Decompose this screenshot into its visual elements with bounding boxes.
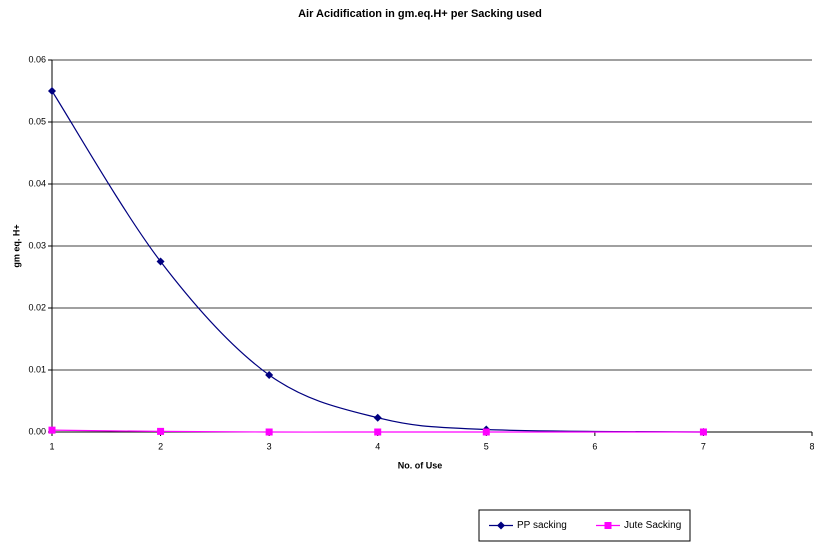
y-tick-label: 0.00 [28, 426, 46, 436]
legend-box [478, 509, 691, 542]
x-tick-label: 4 [375, 441, 380, 451]
marker [265, 428, 273, 436]
marker [699, 428, 707, 436]
y-tick-label: 0.01 [28, 364, 46, 374]
marker [482, 428, 490, 436]
x-tick-label: 6 [592, 441, 597, 451]
y-tick-label: 0.02 [28, 302, 46, 312]
marker [374, 428, 382, 436]
marker [497, 521, 505, 530]
marker [157, 427, 165, 435]
y-tick-label: 0.03 [28, 240, 46, 250]
legend: PP sacking Jute Sacking [478, 509, 691, 542]
y-tick-label: 0.05 [28, 116, 46, 126]
legend-label: PP sacking [517, 520, 567, 531]
x-tick-label: 1 [49, 441, 54, 451]
x-tick-label: 8 [809, 441, 814, 451]
x-tick-label: 3 [267, 441, 272, 451]
series-line [51, 90, 704, 433]
y-tick-label: 0.04 [28, 178, 46, 188]
marker [373, 413, 382, 422]
y-axis-title: gm eq. H+ [11, 224, 21, 267]
marker [156, 257, 165, 266]
legend-label: Jute Sacking [624, 520, 681, 531]
chart-title: Air Acidification in gm.eq.H+ per Sackin… [298, 8, 542, 20]
marker [265, 370, 274, 379]
x-tick-label: 5 [484, 441, 489, 451]
series-line [51, 429, 704, 433]
y-tick-label: 0.06 [28, 54, 46, 64]
x-tick-label: 7 [701, 441, 706, 451]
x-axis-title: No. of Use [398, 460, 443, 470]
marker [604, 522, 612, 529]
marker [48, 87, 56, 95]
x-tick-label: 2 [158, 441, 163, 451]
marker [48, 426, 56, 434]
